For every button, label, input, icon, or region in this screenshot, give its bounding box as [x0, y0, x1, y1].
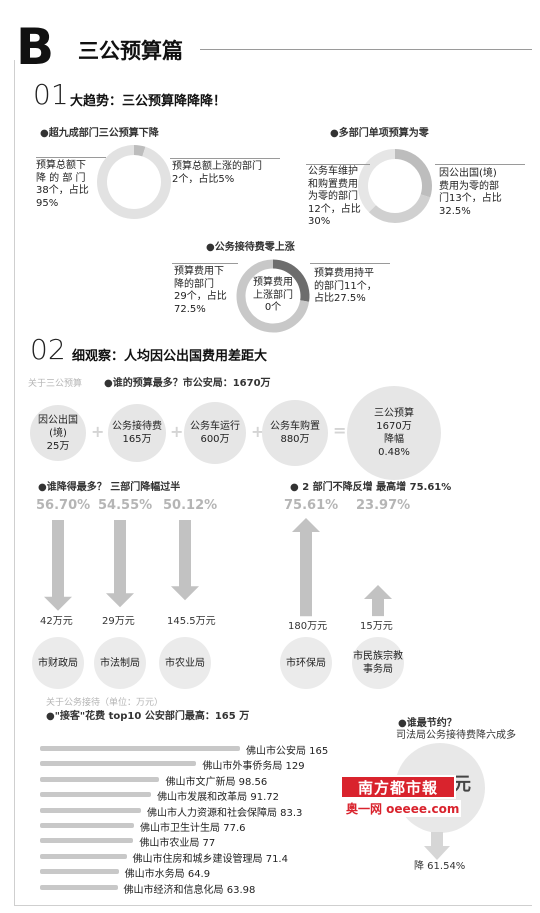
down-arrow-icon	[44, 520, 72, 611]
bar-label-7: 佛山市住房和城乡建设管理局 71.4	[132, 853, 288, 865]
chart-c-center-text: 预算费用 上涨部门 0个	[253, 277, 293, 313]
budget-tag: 关于三公预算	[28, 379, 83, 389]
bar-9	[40, 884, 118, 890]
chart-a-left-text: 预算总额下 降 的 部 门 38个，占比 95%	[36, 160, 89, 209]
watermark-site: 奥一网 oeeee.com	[344, 800, 462, 817]
saving-heading: ●谁最节约？	[398, 718, 457, 729]
chart-b-slice-0	[394, 149, 432, 198]
saving-subtitle: 司法局公务接待费降六成多	[396, 730, 516, 741]
reception-tag: 关于公务接待（单位：万元）	[46, 698, 164, 708]
plus-icon: +	[251, 422, 265, 441]
bar-3	[40, 792, 152, 798]
rise-value: 15万元	[360, 621, 393, 632]
chart-b-slice-1	[368, 194, 431, 223]
bar-label-3: 佛山市发展和改革局 91.72	[157, 792, 279, 804]
chart-a-heading: ●超九成部门三公预算下降	[40, 128, 159, 139]
bar-5	[40, 823, 135, 828]
down-arrow-icon	[424, 832, 450, 860]
bar-label-1: 佛山市外事侨务局 129	[202, 761, 305, 773]
section2-title: 细观察：人均因公出国费用差距大	[72, 349, 268, 364]
badge-letter: B	[16, 18, 55, 76]
rise-pct: 75.61%	[284, 498, 339, 513]
chart-b-slice-2	[358, 149, 396, 213]
chart-b-right-text: 因公出国(境) 费用为零的部 门13个，占比 32.5%	[439, 168, 502, 217]
chart-c-left-text: 预算费用下 降的部门 29个，占比 72.5%	[174, 266, 227, 315]
decline-dept: 市财政局	[32, 637, 84, 689]
decline-pct: 56.70%	[36, 498, 91, 513]
decline-value: 42万元	[40, 616, 73, 627]
decline-dept: 市农业局	[159, 637, 211, 689]
budget-heading: ●谁的预算最多？市公安局：1670万	[104, 378, 271, 389]
up-arrow-icon	[364, 584, 392, 616]
chart-c-heading: ●公务接待费零上涨	[206, 242, 295, 253]
bar-label-5: 佛山市卫生计生局 77.6	[140, 823, 246, 834]
saving-pct: 降 61.54%	[414, 861, 466, 872]
equals-icon: =	[333, 421, 347, 440]
chart-c-slice-0	[272, 259, 310, 302]
rise-pct: 23.97%	[356, 498, 411, 513]
down-arrow-icon	[106, 520, 134, 608]
chart-c-slice-1	[236, 259, 310, 333]
bar-label-0: 佛山市公安局 165	[246, 746, 329, 757]
chart-a-slice-1	[97, 145, 171, 219]
bar-6	[40, 838, 134, 844]
chart-c-right-text: 预算费用持平 的部门11个， 占比27.5%	[314, 268, 377, 304]
bar-2	[40, 776, 160, 782]
down-arrow-icon	[171, 520, 199, 601]
bar-1	[40, 761, 197, 767]
decline-heading: ●谁降得最多？ 三部门降幅过半	[38, 482, 181, 493]
plus-icon: +	[91, 422, 105, 441]
chart-a-donut	[97, 145, 171, 219]
bar-7	[40, 853, 127, 859]
bar-label-4: 佛山市人力资源和社会保障局 83.3	[146, 807, 303, 819]
section1-number: 01	[33, 78, 69, 111]
watermark-logo: 南方都市報	[340, 775, 456, 799]
chart-b-heading: ●多部门单项预算为零	[330, 128, 429, 139]
rise-dept: 市环保局	[280, 637, 332, 689]
up-arrow-icon	[292, 517, 320, 616]
chart-a-right-text: 预算总额上涨的部门 2个，占比5%	[172, 161, 262, 185]
decline-dept: 市法制局	[94, 637, 146, 689]
bar-label-8: 佛山市水务局 64.9	[124, 869, 211, 881]
chart-b-donut	[358, 149, 432, 223]
chart-b-left-text: 公务车维护 和购置费用 为零的部门 12个，占比 30%	[308, 166, 361, 227]
header-rule	[200, 49, 532, 50]
decline-pct: 54.55%	[98, 498, 153, 513]
section1-title: 大趋势：三公预算降降降！	[70, 94, 227, 109]
bottom-rule	[14, 905, 532, 906]
watermark-logo-text: 南方都市報	[357, 778, 438, 797]
budget-total: 三公预算 1670万 降幅 0.48%	[347, 386, 441, 480]
bar-label-9: 佛山市经济和信息化局 63.98	[123, 884, 256, 896]
plus-icon: +	[170, 422, 184, 441]
budget-item-car-operation: 公务车运行 600万	[184, 402, 246, 464]
header-badge: B	[8, 20, 66, 74]
bar-0	[40, 746, 240, 751]
rise-dept: 市民族宗教事务局	[352, 637, 404, 689]
rise-value: 180万元	[288, 621, 328, 632]
decline-pct: 50.12%	[163, 498, 218, 513]
decline-value: 29万元	[102, 616, 135, 627]
bar-label-6: 佛山市农业局 77	[139, 838, 216, 850]
rise-heading: ● 2 部门不降反增 最高增 75.61%	[290, 482, 452, 493]
bar-4	[40, 807, 141, 813]
left-margin-rule	[14, 60, 15, 906]
budget-item-abroad: 因公出国(境) 25万	[30, 405, 86, 461]
bar-label-2: 佛山市文广新局 98.56	[165, 776, 268, 788]
section2-number: 02	[30, 333, 66, 366]
reception-heading: ●"接客"花费 top10 公安部门最高：165 万	[46, 711, 250, 722]
budget-item-reception: 公务接待费 165万	[108, 404, 166, 462]
chart-c-donut	[236, 259, 310, 333]
bar-8	[40, 869, 119, 875]
budget-item-car-purchase: 公务车购置 880万	[262, 400, 328, 466]
chart-a-slice-0	[133, 145, 146, 157]
decline-value: 145.5万元	[167, 616, 216, 627]
page-title: 三公预算篇	[78, 39, 183, 63]
